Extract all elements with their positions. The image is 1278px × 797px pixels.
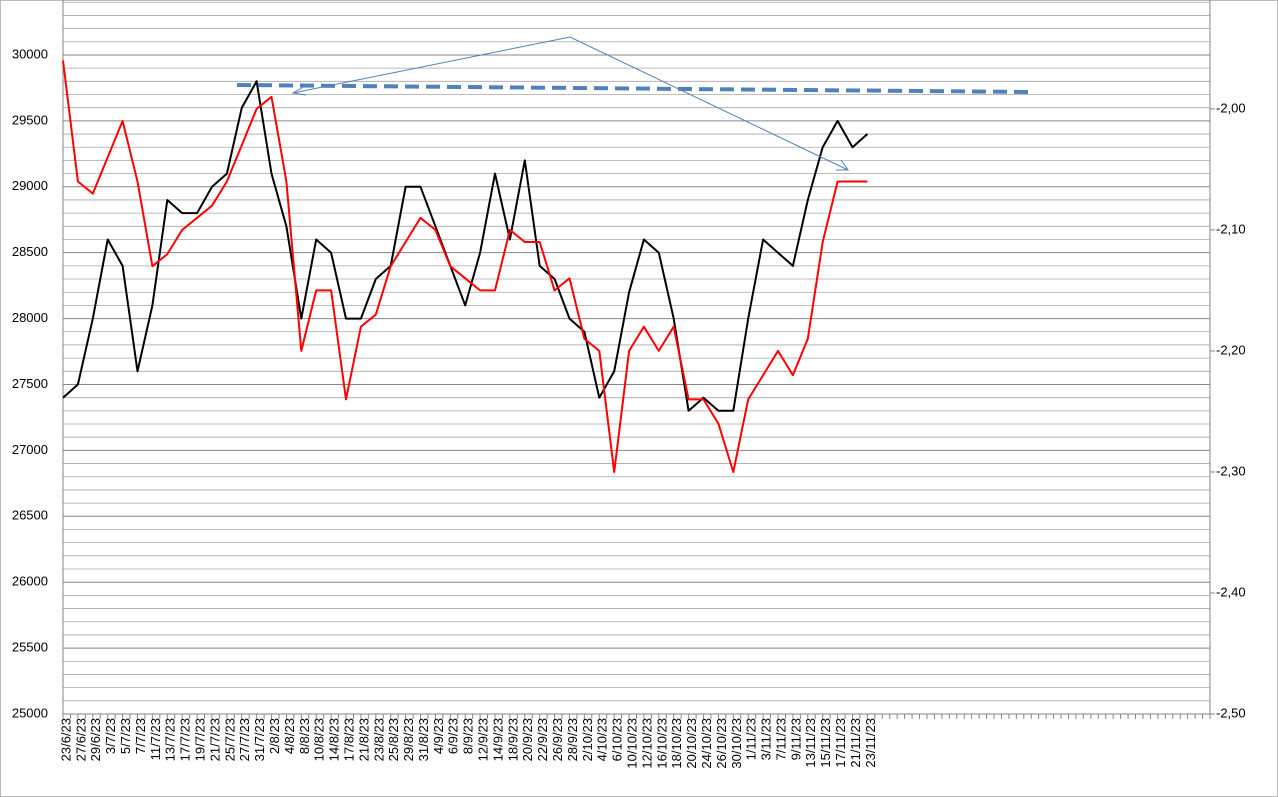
x-tick-label: 17/7/23 [178, 718, 193, 761]
x-tick-label: 12/10/23 [639, 718, 654, 769]
x-tick-label: 6/10/23 [610, 718, 625, 761]
x-tick-label: 31/8/23 [416, 718, 431, 761]
x-tick-label: 26/10/23 [714, 718, 729, 769]
x-tick-label: 4/9/23 [431, 718, 446, 754]
x-tick-label: 4/10/23 [595, 718, 610, 761]
x-tick-label: 18/10/23 [669, 718, 684, 769]
arrow-head [291, 85, 307, 96]
y2-tick-label: -2,40 [1216, 584, 1246, 599]
y-tick-label: 30000 [12, 46, 48, 61]
x-tick-label: 12/9/23 [476, 718, 491, 761]
x-tick-label: 31/7/23 [252, 718, 267, 761]
x-tick-label: 16/10/23 [654, 718, 669, 769]
y-tick-label: 27000 [12, 442, 48, 457]
x-tick-label: 21/11/23 [848, 718, 863, 768]
x-tick-label: 26/9/23 [550, 718, 565, 761]
x-tick-label: 4/8/23 [282, 718, 297, 754]
x-tick-label: 15/11/23 [818, 718, 833, 768]
x-tick-label: 25/8/23 [386, 718, 401, 761]
x-tick-label: 13/11/23 [803, 718, 818, 768]
y-tick-label: 25000 [12, 705, 48, 720]
x-tick-label: 25/7/23 [222, 718, 237, 761]
x-tick-label: 8/8/23 [297, 718, 312, 754]
x-tick-label: 17/8/23 [341, 718, 356, 761]
x-tick-label: 30/10/23 [729, 718, 744, 769]
x-tick-label: 2/8/23 [267, 718, 282, 754]
x-tick-label: 20/9/23 [520, 718, 535, 761]
x-tick-label: 7/11/23 [773, 718, 788, 760]
y-tick-label: 26000 [12, 574, 48, 589]
y-tick-label: 28500 [12, 244, 48, 259]
y2-tick-label: -2,50 [1216, 705, 1246, 720]
plot-area: 25000 25500 26000 26500 27000 27500 28000 28500… [12, 0, 1246, 769]
x-tick-label: 5/7/23 [118, 718, 133, 754]
y-tick-label: 26500 [12, 508, 48, 523]
x-tick-label: 21/8/23 [356, 718, 371, 761]
x-tick-label: 29/6/23 [88, 718, 103, 761]
x-tick-label: 23/11/23 [863, 718, 878, 768]
x-tick-label: 9/11/23 [788, 718, 803, 760]
x-tick-label: 23/8/23 [371, 718, 386, 761]
x-tick-label: 19/7/23 [193, 718, 208, 761]
x-tick-label: 10/10/23 [624, 718, 639, 769]
x-tick-label: 11/7/23 [148, 718, 163, 760]
x-tick-label: 27/6/23 [73, 718, 88, 761]
x-tick-label: 7/7/23 [133, 718, 148, 754]
x-tick-label: 29/8/23 [401, 718, 416, 761]
arrow-head [836, 159, 849, 171]
x-tick-label: 24/10/23 [699, 718, 714, 769]
y2-tick-label: -2,30 [1216, 463, 1246, 478]
y2-tick-label: -2,10 [1216, 221, 1246, 236]
x-tick-label: 14/8/23 [327, 718, 342, 761]
y-tick-label: 29000 [12, 178, 48, 193]
y-tick-label: 25500 [12, 640, 48, 655]
arrow-line [292, 36, 849, 171]
x-tick-label: 14/9/23 [490, 718, 505, 761]
y-tick-label: 27500 [12, 376, 48, 391]
series-line [62, 80, 869, 412]
y2-tick-label: -2,00 [1216, 100, 1246, 115]
x-tick-label: 21/7/23 [207, 718, 222, 761]
y2-tick-label: -2,20 [1216, 342, 1246, 357]
x-tick-label: 13/7/23 [163, 718, 178, 761]
x-tick-label: 1/11/23 [744, 718, 759, 760]
x-tick-label: 3/11/23 [759, 718, 774, 760]
x-tick-label: 8/9/23 [461, 718, 476, 754]
y-tick-label: 28000 [12, 310, 48, 325]
annotations [236, 36, 1031, 171]
x-tick-label: 27/7/23 [237, 718, 252, 761]
x-tick-label: 28/9/23 [565, 718, 580, 761]
x-tick-label: 20/10/23 [684, 718, 699, 769]
y-tick-label: 29500 [12, 112, 48, 127]
x-tick-label: 18/9/23 [505, 718, 520, 761]
x-tick-label: 10/8/23 [312, 718, 327, 761]
x-tick-label: 2/10/23 [580, 718, 595, 761]
x-tick-label: 23/6/23 [58, 718, 73, 761]
series-line [62, 60, 868, 473]
dashed-level-line [236, 83, 1031, 94]
x-tick-label: 3/7/23 [103, 718, 118, 754]
x-tick-label: 17/11/23 [833, 718, 848, 768]
x-tick-label: 22/9/23 [535, 718, 550, 761]
x-tick-label: 6/9/23 [446, 718, 461, 754]
